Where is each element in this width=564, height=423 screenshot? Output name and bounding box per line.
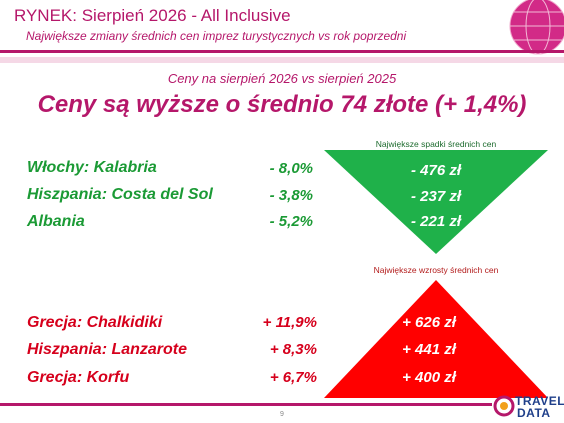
increase-percent-3: + 6,7% [269, 369, 317, 386]
decrease-destination-1: Włochy: Kalabria [27, 159, 157, 176]
logo-text-line1: TRAVEL [515, 394, 564, 408]
decrease-percent-2: - 3,8% [269, 187, 313, 204]
header-band [0, 57, 564, 63]
increases-caption: Największe wzrosty średnich cen [373, 265, 499, 275]
increase-destination-2: Hiszpania: Lanzarote [27, 341, 188, 358]
comparison-label: Ceny na sierpień 2026 vs sierpień 2025 [167, 71, 397, 86]
decrease-percent-3: - 5,2% [269, 213, 313, 230]
decreases-caption: Największe spadki średnich cen [375, 139, 497, 149]
page-number: 9 [280, 411, 284, 418]
increase-destination-1: Grecja: Chalkidiki [27, 314, 163, 331]
increase-triangle [324, 280, 548, 398]
decrease-triangle [324, 150, 548, 254]
decrease-value-2: - 237 zł [410, 188, 462, 205]
decrease-value-3: - 221 zł [410, 213, 462, 230]
slide-subtitle: Największe zmiany średnich cen imprez tu… [26, 29, 407, 43]
headline: Ceny są wyższe o średnio 74 złote (+ 1,4… [37, 91, 527, 118]
decrease-destination-3: Albania [27, 213, 85, 230]
decrease-destination-2: Hiszpania: Costa del Sol [27, 186, 213, 203]
increase-percent-1: + 11,9% [262, 314, 317, 331]
header-divider [0, 50, 564, 53]
increase-value-2: + 441 zł [402, 341, 456, 358]
increase-percent-2: + 8,3% [269, 341, 317, 358]
increase-value-3: + 400 zł [402, 369, 456, 386]
logo-text-line2: DATA [517, 406, 551, 420]
increase-destination-3: Grecja: Korfu [27, 369, 130, 386]
decrease-value-1: - 476 zł [410, 162, 462, 179]
travel-data-logo-icon [493, 395, 515, 417]
globe-icon [509, 0, 564, 55]
decrease-percent-1: - 8,0% [269, 160, 313, 177]
footer-divider [0, 403, 492, 406]
increase-value-1: + 626 zł [402, 314, 456, 331]
slide-title: RYNEK: Sierpień 2026 - All Inclusive [14, 6, 291, 25]
